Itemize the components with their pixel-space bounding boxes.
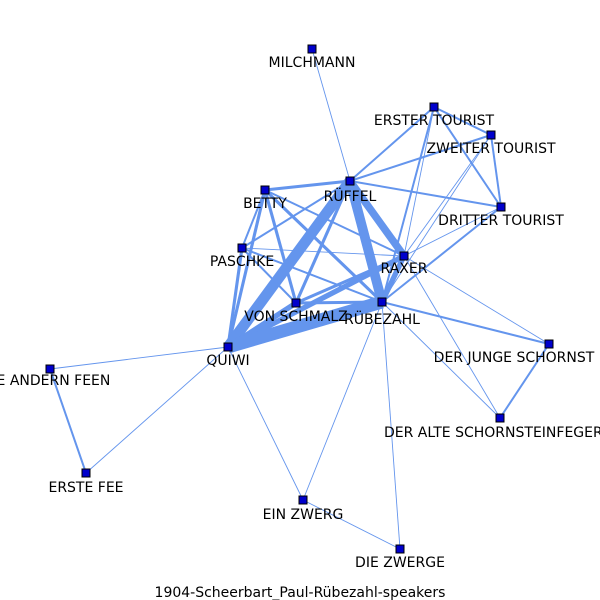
node-label-raxer: RAXER <box>381 261 428 277</box>
node-zweiter-tourist <box>486 130 496 140</box>
edge-paschke-raxer <box>241 247 405 257</box>
node-label-der-alte-schornsteinfeger: DER ALTE SCHORNSTEINFEGER <box>384 425 600 441</box>
node-betty <box>260 185 270 195</box>
edge-dritter_tourist-ruebezahl <box>381 206 502 303</box>
node-ruebezahl <box>377 297 387 307</box>
graph-caption: 1904-Scheerbart_Paul-Rübezahl-speakers <box>155 585 446 600</box>
node-label-betty: BETTY <box>243 196 287 212</box>
node-label-paschke: PASCHKE <box>210 254 274 270</box>
node-label-dritter-tourist: DRITTER TOURIST <box>438 213 564 229</box>
node-label-erste-fee: ERSTE FEE <box>48 480 123 496</box>
edge-rueffel-ruebezahl <box>345 179 387 304</box>
edge-paschke-von_schmalz <box>241 247 297 304</box>
node-die-andern-feen <box>45 364 55 374</box>
node-der-alte-schornsteinfeger <box>495 413 505 423</box>
edge-raxer-der_alte_schornsteinfeger <box>403 255 501 419</box>
node-rueffel <box>345 176 355 186</box>
node-label-die-zwerge: DIE ZWERGE <box>355 555 445 571</box>
edge-ruebezahl-der_junge_schornst <box>381 301 550 345</box>
edge-betty-von_schmalz <box>263 189 298 304</box>
edge-ruebezahl-der_alte_schornsteinfeger <box>381 301 501 419</box>
edge-rueffel-paschke <box>241 180 351 249</box>
edge-ruebezahl-ein_zwerg <box>302 301 383 501</box>
edge-rueffel-betty <box>264 179 351 192</box>
node-label-zweiter-tourist: ZWEITER TOURIST <box>426 141 556 157</box>
edge-zweiter_tourist-rueffel <box>349 134 492 182</box>
node-von-schmalz <box>291 298 301 308</box>
edge-ruebezahl-quiwi <box>226 295 384 354</box>
edge-erster_tourist-raxer <box>403 106 435 257</box>
edge-layer <box>49 48 550 550</box>
edge-ein_zwerg-die_zwerge <box>302 499 401 550</box>
edge-betty-raxer <box>264 189 405 257</box>
node-label-erster-tourist: ERSTER TOURIST <box>374 113 495 129</box>
edge-rueffel-quiwi <box>223 177 355 351</box>
edge-betty-quiwi <box>226 189 267 348</box>
edge-zweiter_tourist-raxer <box>403 134 492 257</box>
node-label-ruebezahl: RÜBEZAHL <box>344 310 420 328</box>
edge-ruebezahl-die_zwerge <box>381 301 401 550</box>
label-layer: MILCHMANN ERSTER TOURIST ZWEITER TOURIST RÜ… <box>0 55 600 571</box>
edge-paschke-quiwi <box>226 247 244 348</box>
node-label-milchmann: MILCHMANN <box>269 55 356 71</box>
node-label-ein-zwerg: EIN ZWERG <box>263 507 344 523</box>
node-label-die-andern-feen: DIE ANDERN FEEN <box>0 373 110 389</box>
edge-dritter_tourist-raxer <box>403 206 502 257</box>
edge-zweiter_tourist-dritter_tourist <box>490 134 502 208</box>
edge-quiwi-erste_fee <box>85 346 229 474</box>
node-der-junge-schornst <box>544 339 554 349</box>
edge-erster_tourist-zweiter_tourist <box>433 106 492 136</box>
edge-quiwi-ein_zwerg <box>227 346 304 501</box>
node-ein-zwerg <box>298 495 308 505</box>
node-label-quiwi: QUIWI <box>206 353 249 369</box>
edge-erster_tourist-ruebezahl <box>381 106 435 303</box>
edge-rueffel-raxer <box>346 178 408 259</box>
node-layer <box>45 44 554 554</box>
edge-raxer-der_junge_schornst <box>403 255 550 345</box>
edge-raxer-ruebezahl <box>379 254 407 304</box>
node-quiwi <box>223 342 233 352</box>
edge-quiwi-die_andern_feen <box>49 346 229 370</box>
edge-erster_tourist-rueffel <box>349 106 435 182</box>
node-dritter-tourist <box>496 202 506 212</box>
node-erster-tourist <box>429 102 439 112</box>
edge-paschke-ruebezahl <box>241 247 383 303</box>
node-label-rueffel: RÜFFEL <box>324 187 377 205</box>
edge-erster_tourist-dritter_tourist <box>433 106 502 208</box>
edge-der_junge_schornst-der_alte_schornsteinfeger <box>499 343 550 419</box>
edge-die_andern_feen-erste_fee <box>49 368 87 474</box>
node-die-zwerge <box>395 544 405 554</box>
node-erste-fee <box>81 468 91 478</box>
node-raxer <box>399 251 409 261</box>
node-paschke <box>237 243 247 253</box>
node-label-von-schmalz: VON SCHMALZ <box>244 309 348 325</box>
edge-betty-ruebezahl <box>263 188 384 304</box>
edge-milchmann-rueffel <box>311 48 351 182</box>
node-label-der-junge-schornst: DER JUNGE SCHORNST <box>434 350 595 366</box>
edge-zweiter_tourist-ruebezahl <box>381 134 492 303</box>
node-milchmann <box>307 44 317 54</box>
edge-dritter_tourist-rueffel <box>349 180 502 208</box>
